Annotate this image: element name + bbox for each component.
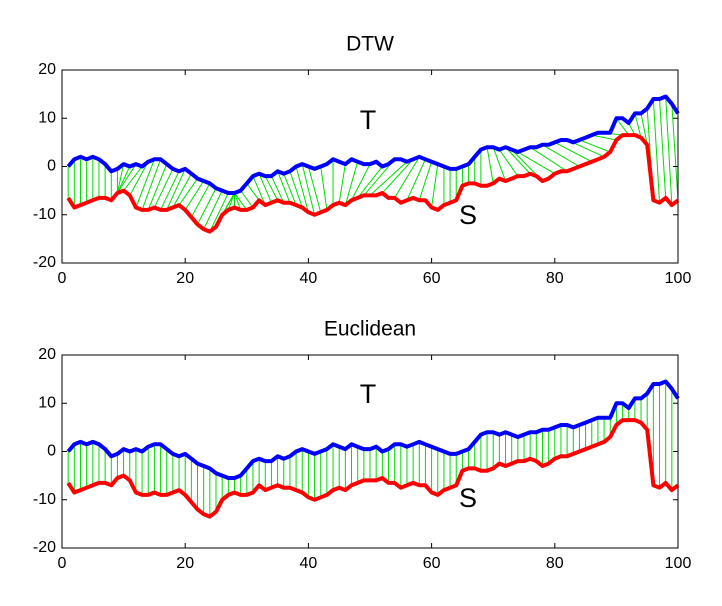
- warp-connector: [283, 173, 297, 206]
- warp-connector: [498, 149, 519, 177]
- warp-connector: [615, 117, 630, 136]
- warp-connector: [505, 146, 531, 175]
- series-line: [66, 379, 680, 480]
- warp-connector: [492, 147, 506, 182]
- series-line: [66, 94, 680, 195]
- y-tick-label: -10: [33, 206, 56, 223]
- warp-connector: [307, 166, 322, 213]
- warp-connector: [184, 180, 205, 211]
- warp-connector: [320, 166, 328, 210]
- warp-connector: [351, 163, 371, 201]
- annotation: S: [459, 200, 477, 230]
- warp-connector: [178, 178, 198, 206]
- warp-connector: [289, 171, 303, 208]
- warp-connector: [270, 175, 285, 203]
- warp-connector: [135, 159, 155, 208]
- warp-connector: [227, 192, 235, 211]
- series-line: [66, 133, 680, 234]
- chart-title: DTW: [346, 33, 394, 56]
- warp-connector: [634, 113, 642, 138]
- warp-connector: [277, 171, 291, 203]
- x-tick-label: 20: [176, 270, 194, 287]
- y-tick-label: -20: [33, 254, 56, 271]
- x-tick-label: 60: [423, 555, 441, 572]
- warp-connector: [431, 164, 439, 208]
- warp-connector: [640, 113, 648, 145]
- warp-connector: [295, 166, 309, 213]
- warp-connector: [197, 187, 217, 225]
- x-tick-label: 40: [300, 270, 318, 287]
- warp-connector: [234, 192, 248, 211]
- warp-connector: [141, 159, 162, 211]
- warp-connector: [264, 175, 279, 201]
- warp-connector: [160, 171, 180, 211]
- warp-connector: [203, 190, 223, 230]
- y-tick-label: -10: [33, 491, 56, 508]
- y-tick-label: 20: [38, 346, 56, 363]
- warp-connector: [357, 166, 383, 199]
- x-tick-label: 40: [300, 555, 318, 572]
- annotation: T: [360, 105, 377, 135]
- warp-connector: [579, 139, 611, 153]
- warp-connector: [418, 161, 433, 201]
- axes-box: [61, 69, 679, 264]
- x-tick-label: 80: [546, 555, 564, 572]
- y-tick-label: 0: [47, 443, 56, 460]
- warp-connector: [301, 163, 316, 215]
- warp-connector: [147, 163, 168, 211]
- warp-connector: [246, 183, 260, 201]
- warp-connector: [117, 163, 137, 194]
- annotation: S: [459, 483, 477, 513]
- warp-connector: [166, 168, 186, 211]
- warp-connector: [234, 192, 242, 211]
- warp-connector: [406, 159, 426, 201]
- warp-connector: [338, 164, 346, 203]
- x-tick-label: 20: [176, 555, 194, 572]
- warp-connector: [542, 144, 580, 167]
- warp-connector: [381, 158, 414, 194]
- y-tick-label: 10: [38, 394, 56, 411]
- x-tick-label: 100: [665, 270, 692, 287]
- warp-connector: [671, 103, 679, 201]
- chart-title: Euclidean: [324, 318, 416, 341]
- y-tick-label: -20: [33, 539, 56, 556]
- warp-connector: [172, 173, 192, 208]
- warp-connector: [252, 175, 266, 206]
- annotation: T: [360, 379, 377, 409]
- warp-connector: [529, 146, 568, 172]
- warp-connector: [652, 98, 661, 203]
- x-tick-label: 100: [665, 555, 692, 572]
- y-tick-label: 0: [47, 158, 56, 175]
- warp-connector: [190, 183, 211, 218]
- warp-connector: [344, 161, 359, 206]
- warp-connector: [394, 156, 420, 199]
- warp-connector: [129, 161, 149, 196]
- warp-connector: [486, 147, 494, 184]
- warp-connector: [369, 161, 408, 196]
- warp-connector: [554, 141, 592, 163]
- warp-connector: [209, 192, 229, 232]
- x-tick-label: 0: [58, 555, 67, 572]
- y-tick-label: 10: [38, 109, 56, 126]
- x-tick-label: 0: [58, 270, 67, 287]
- warp-connector: [591, 134, 617, 141]
- series-line: [66, 418, 680, 519]
- warp-connector: [240, 190, 254, 208]
- y-tick-label: 20: [38, 61, 56, 78]
- warp-connector: [116, 166, 131, 194]
- warp-connector: [123, 166, 143, 191]
- warp-connector: [153, 168, 174, 208]
- x-tick-label: 60: [423, 270, 441, 287]
- warp-connector: [659, 98, 667, 198]
- x-tick-label: 80: [546, 270, 564, 287]
- warp-connector: [258, 173, 272, 203]
- warp-connector: [665, 96, 673, 206]
- warp-connector: [517, 151, 556, 175]
- warp-connector: [116, 163, 125, 194]
